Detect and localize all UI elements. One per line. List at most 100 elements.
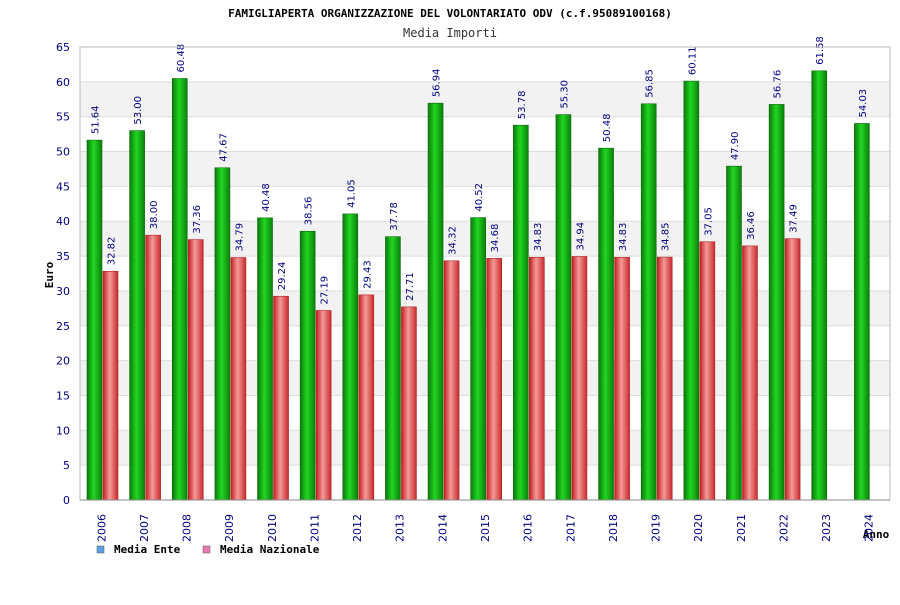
x-tick-label: 2019 [650, 514, 663, 542]
data-label: 51.64 [91, 105, 102, 134]
grid-band [80, 81, 890, 117]
data-label: 34.68 [490, 224, 501, 253]
bar-media-nazionale [145, 234, 161, 501]
y-tick-label: 35 [56, 250, 70, 263]
y-tick-label: 55 [56, 111, 70, 124]
data-label: 34.32 [448, 226, 459, 255]
bar-media-ente [86, 139, 103, 501]
bar-media-nazionale [443, 260, 460, 501]
data-label: 54.03 [858, 89, 869, 118]
bar-media-nazionale [102, 270, 119, 501]
bar-media-ente [640, 103, 657, 501]
legend-swatch-media-nazionale [202, 545, 211, 554]
axes: 0 5 10 15 20 25 30 35 40 45 50 55 60 65 2006 2007 2008 20… [56, 41, 891, 542]
data-label: 34.83 [533, 223, 544, 252]
data-label: 32.82 [107, 237, 118, 266]
bar-media-ente [171, 78, 188, 501]
legend: Media Ente Media Nazionale [96, 543, 320, 556]
data-label: 61.58 [815, 36, 826, 65]
grid-band [80, 151, 890, 187]
data-label: 56.85 [645, 69, 656, 98]
bar-media-ente [513, 124, 529, 501]
bar-media-nazionale [187, 239, 204, 501]
x-axis-label: Anno [863, 528, 890, 541]
data-label: 50.48 [602, 114, 613, 143]
bar-media-ente [385, 236, 401, 501]
bar-media-ente [470, 217, 486, 501]
bar-media-nazionale [614, 256, 630, 501]
bar-media-ente [598, 147, 614, 501]
x-tick-label: 2016 [522, 514, 535, 542]
bar-media-nazionale [315, 310, 332, 501]
y-tick-label: 45 [56, 180, 70, 193]
data-label: 47.90 [730, 132, 741, 161]
y-tick-label: 60 [56, 76, 70, 89]
y-tick-label: 15 [56, 389, 70, 402]
data-label: 53.78 [517, 91, 528, 120]
x-tick-label: 2015 [479, 514, 492, 542]
data-label: 34.94 [575, 222, 586, 251]
bar-media-ente [555, 114, 572, 501]
data-label: 55.30 [559, 80, 570, 109]
x-tick-label: 2011 [308, 514, 321, 542]
data-label: 38.56 [304, 197, 315, 226]
x-tick-label: 2022 [777, 514, 790, 542]
y-tick-label: 50 [56, 146, 70, 159]
data-label: 37.49 [789, 204, 800, 233]
chart-subtitle: Media Importi [403, 26, 497, 40]
data-label: 40.52 [474, 183, 485, 212]
data-label: 41.05 [346, 179, 357, 208]
x-tick-label: 2017 [564, 514, 577, 542]
x-tick-label: 2018 [607, 514, 620, 542]
bar-media-ente [683, 80, 700, 501]
y-tick-label: 20 [56, 355, 70, 368]
bar-media-ente [768, 104, 785, 501]
bar-media-nazionale [358, 294, 375, 501]
y-tick-label: 25 [56, 320, 70, 333]
bar-media-ente [726, 165, 742, 501]
bar-media-nazionale [273, 295, 289, 501]
bar-media-nazionale [571, 256, 588, 501]
bar-media-nazionale [699, 241, 716, 501]
data-label: 38.00 [149, 201, 160, 230]
bar-media-ente [427, 102, 444, 501]
bar-media-nazionale [401, 306, 417, 501]
y-tick-label: 40 [56, 215, 70, 228]
data-label: 36.46 [746, 211, 757, 240]
data-label: 29.43 [362, 260, 373, 289]
x-tick-label: 2006 [95, 514, 108, 542]
legend-swatch-media-ente [96, 545, 105, 554]
data-label: 40.48 [261, 183, 272, 212]
y-tick-label: 5 [63, 459, 70, 472]
x-tick-label: 2014 [436, 514, 449, 542]
data-label: 47.67 [218, 133, 229, 162]
y-axis-label: Euro [43, 261, 56, 288]
x-tick-label: 2007 [138, 514, 151, 542]
x-tick-label: 2024 [863, 514, 876, 542]
y-tick-label: 0 [63, 494, 70, 507]
bar-media-ente [257, 217, 273, 501]
x-tick-label: 2013 [394, 514, 407, 542]
x-tick-label: 2020 [692, 514, 705, 542]
x-tick-label: 2021 [735, 514, 748, 542]
grid-band [80, 47, 890, 82]
bar-media-ente [129, 130, 145, 501]
data-label: 56.94 [432, 69, 443, 98]
data-label: 37.05 [703, 207, 714, 236]
bar-media-nazionale [656, 256, 673, 501]
data-label: 34.85 [661, 222, 672, 251]
bar-media-nazionale [529, 256, 545, 501]
data-label: 60.48 [176, 44, 187, 73]
data-label: 34.79 [234, 223, 245, 252]
x-tick-label: 2008 [181, 514, 194, 542]
x-tick-label: 2009 [223, 514, 236, 542]
data-label: 37.78 [389, 202, 400, 231]
bar-media-nazionale [784, 238, 801, 501]
bar-media-ente [299, 230, 316, 501]
y-tick-label: 10 [56, 424, 70, 437]
legend-label-media-nazionale: Media Nazionale [220, 543, 320, 556]
bar-media-nazionale [742, 245, 758, 501]
y-tick-label: 65 [56, 41, 70, 54]
